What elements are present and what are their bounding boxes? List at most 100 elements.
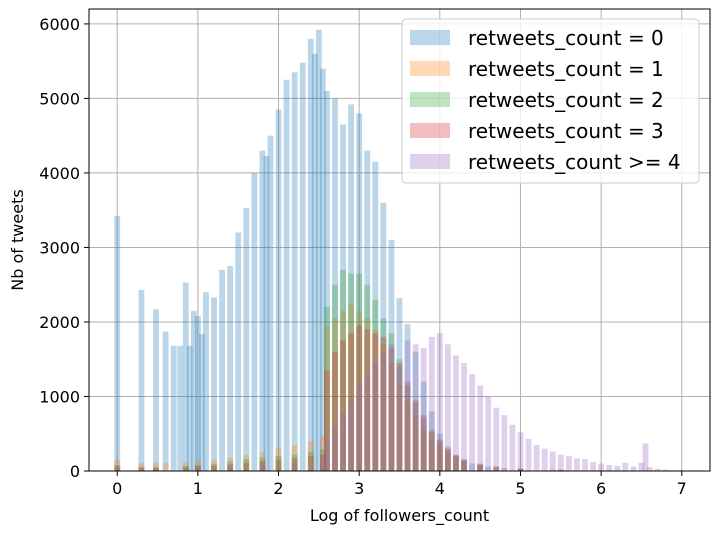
bar	[199, 333, 205, 471]
y-tick-label: 6000	[39, 15, 80, 34]
bar	[412, 402, 419, 471]
series-2	[114, 269, 605, 471]
bar	[356, 325, 363, 471]
bar	[493, 407, 500, 471]
bar	[557, 469, 564, 471]
bar	[291, 444, 298, 471]
bar	[541, 448, 548, 471]
bar	[162, 331, 169, 471]
bar	[307, 456, 314, 471]
bar	[307, 441, 314, 471]
bar	[444, 448, 451, 471]
bar	[412, 415, 419, 471]
bar	[412, 344, 419, 471]
bar	[259, 457, 266, 471]
bar	[227, 467, 234, 471]
bar	[319, 459, 326, 471]
bar	[324, 438, 330, 471]
bar	[428, 336, 435, 471]
bar	[186, 345, 193, 471]
bar	[428, 411, 435, 471]
bar	[485, 466, 492, 471]
x-tick-label: 6	[596, 479, 606, 498]
bar	[153, 468, 159, 471]
x-tick-label: 1	[193, 479, 203, 498]
bar	[622, 462, 629, 471]
legend-label: retweets_count = 2	[468, 88, 664, 112]
bar	[461, 459, 467, 471]
bar	[388, 240, 395, 471]
bar	[340, 124, 346, 471]
bar	[582, 459, 588, 471]
bar	[311, 53, 318, 471]
bar	[630, 466, 637, 471]
bar	[114, 466, 121, 471]
bar	[590, 462, 596, 471]
bar	[428, 430, 435, 471]
series-1	[114, 303, 605, 471]
bar	[662, 469, 669, 471]
bar	[319, 68, 326, 471]
bar	[453, 457, 459, 471]
bar	[412, 351, 419, 471]
bar	[517, 468, 524, 471]
bar	[153, 466, 159, 471]
bar	[211, 297, 217, 471]
bar	[509, 424, 516, 471]
bar	[549, 451, 556, 471]
bar	[340, 269, 346, 471]
bar	[182, 462, 189, 471]
x-tick-label: 2	[273, 479, 283, 498]
bar	[606, 465, 613, 471]
series-4	[114, 333, 685, 471]
bar	[227, 461, 234, 471]
bar	[493, 466, 500, 471]
legend-swatch	[410, 92, 450, 107]
y-tick-label: 5000	[39, 89, 80, 108]
bar	[153, 469, 159, 471]
bar	[453, 455, 459, 471]
bar	[477, 464, 484, 471]
bar	[190, 310, 197, 471]
bar	[283, 79, 290, 472]
bar	[114, 465, 121, 471]
bar	[420, 381, 427, 471]
bar	[420, 430, 427, 471]
bar	[444, 452, 451, 471]
bar	[275, 109, 282, 471]
bar	[324, 90, 330, 471]
bar	[428, 432, 435, 471]
bar	[259, 465, 266, 471]
legend-swatch	[410, 30, 450, 45]
bar	[177, 345, 184, 471]
bar	[517, 468, 524, 471]
bar	[259, 461, 266, 471]
bar	[364, 329, 371, 471]
legend-label: retweets_count = 0	[468, 26, 664, 50]
bar	[380, 202, 387, 471]
x-axis-label: Log of followers_count	[310, 506, 489, 526]
bar	[243, 462, 250, 471]
bar	[461, 362, 467, 471]
bar	[469, 374, 475, 471]
bar	[420, 348, 427, 471]
bar	[332, 351, 338, 471]
bar	[332, 98, 338, 471]
bar	[372, 299, 379, 471]
bar	[453, 456, 459, 471]
bar	[138, 466, 145, 471]
bar	[227, 266, 234, 471]
bar	[444, 450, 451, 471]
bar	[493, 466, 500, 471]
bar	[614, 465, 621, 471]
bar	[170, 345, 177, 471]
bar	[501, 415, 508, 471]
series-3	[114, 325, 605, 471]
bar	[348, 104, 355, 471]
x-tick-label: 3	[354, 479, 364, 498]
bar	[517, 432, 524, 471]
bar	[388, 348, 395, 471]
bar	[654, 468, 661, 471]
bar	[194, 316, 201, 471]
bar	[380, 351, 387, 471]
